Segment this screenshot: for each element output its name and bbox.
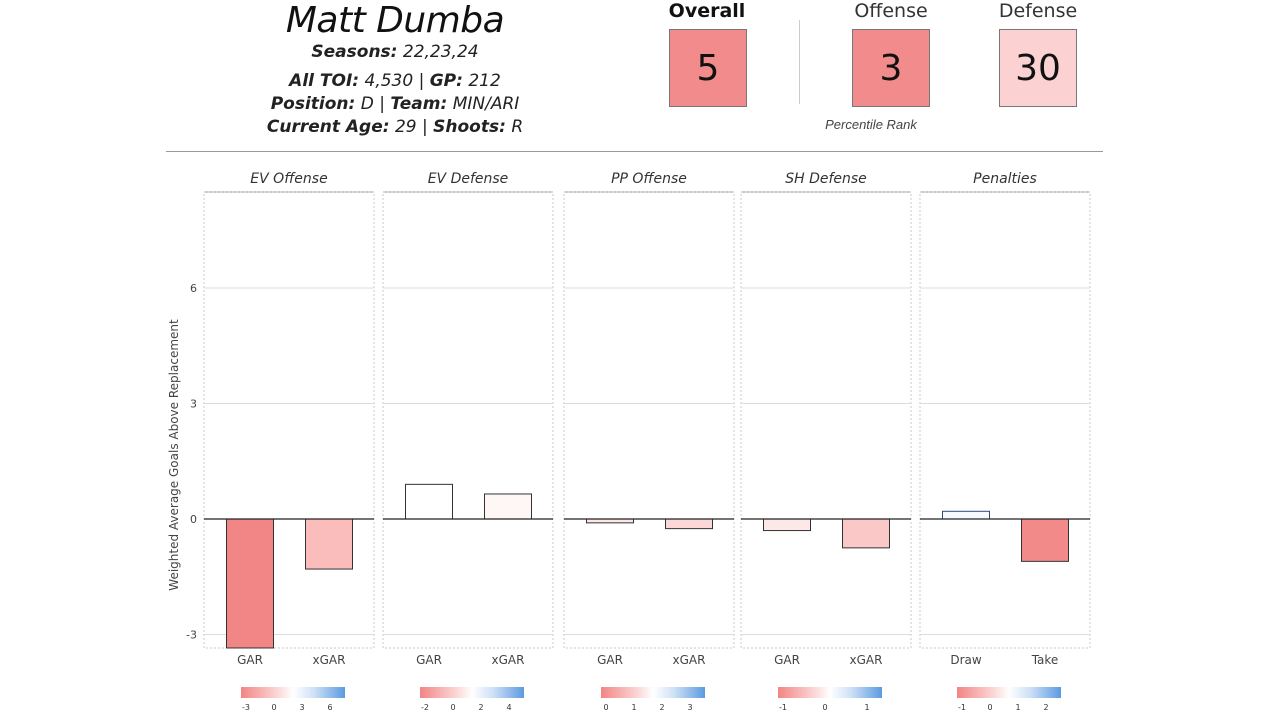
defense-rank-label: Defense [998, 0, 1078, 22]
x-tick-label: xGAR [850, 653, 883, 667]
panel-title: SH Defense [785, 171, 867, 187]
color-legend-tick: -2 [421, 703, 429, 712]
gp-value: 212 [468, 71, 501, 91]
panel-penalties: Penalties Draw Take -1 0 1 2 [919, 171, 1091, 712]
rank-divider [799, 20, 800, 104]
x-tick-label: GAR [237, 653, 263, 667]
color-legend-tick: 1 [1015, 703, 1020, 712]
panel-border [203, 191, 375, 649]
panel-sh-defense: SH Defense GAR xGAR -1 0 1 [740, 171, 912, 712]
x-tick-label: Draw [950, 653, 982, 667]
panel-title: EV Offense [250, 171, 327, 187]
bar-gar [763, 518, 811, 532]
color-legend-tick: 0 [987, 703, 992, 712]
x-tick-label: Take [1031, 653, 1059, 667]
offense-rank-label: Offense [854, 0, 928, 22]
percentile-rank-caption: Percentile Rank [825, 117, 917, 132]
y-axis-label: Weighted Average Goals Above Replacement [167, 319, 181, 591]
color-legend-tick: -1 [779, 703, 787, 712]
color-legend-tick: 0 [450, 703, 455, 712]
bar-xgar [665, 518, 713, 530]
panel-border [382, 191, 554, 649]
x-tick-label: xGAR [313, 653, 346, 667]
panel-border [919, 191, 1091, 649]
age-label: Current Age [266, 117, 383, 137]
team-label: Team [390, 94, 441, 114]
panel-border [563, 191, 735, 649]
color-legend-tick: 2 [659, 703, 664, 712]
player-name: Matt Dumba [285, 0, 505, 41]
x-tick-label: GAR [774, 653, 800, 667]
y-tick-label: 3 [190, 398, 197, 411]
panel-title: Penalties [973, 171, 1037, 187]
color-legend-tick: 6 [327, 703, 332, 712]
age-shoots-line: Current Age: 29 | Shoots: R [266, 117, 524, 137]
overall-rank-box: 5 [669, 29, 747, 107]
color-legend-bar [957, 687, 1061, 698]
panel-border [740, 191, 912, 649]
panel-ev-defense: EV Defense GAR xGAR -2 0 2 4 [382, 171, 554, 712]
y-tick-label: 6 [190, 282, 197, 295]
color-legend-tick: 2 [1043, 703, 1048, 712]
toi-gp-line: All TOI: 4,530 | GP: 212 [289, 71, 501, 91]
gp-label: GP [429, 71, 457, 91]
color-legend-tick: 0 [603, 703, 608, 712]
color-legend-bar [601, 687, 705, 698]
panel-pp-offense: PP Offense GAR xGAR 0 1 2 3 [563, 171, 735, 712]
x-tick-label: xGAR [673, 653, 706, 667]
color-legend-bar [241, 687, 345, 698]
y-tick-label: -3 [186, 629, 197, 642]
color-legend-tick: 4 [506, 703, 511, 712]
bar-gar [405, 483, 453, 520]
panel-ev-offense: EV Offense GAR xGAR -3 0 3 6 [203, 171, 375, 712]
team-value: MIN/ARI [452, 94, 520, 114]
color-legend-tick: -3 [242, 703, 250, 712]
panel-title: EV Defense [428, 171, 509, 187]
bar-draw [942, 510, 990, 520]
y-tick-label: 0 [190, 513, 197, 526]
panel-title: PP Offense [611, 171, 687, 187]
bar-xgar [305, 518, 353, 570]
position-label: Position [270, 94, 349, 114]
seasons-value: 22,23,24 [402, 42, 479, 62]
color-legend-tick: 0 [822, 703, 827, 712]
x-tick-label: GAR [416, 653, 442, 667]
bar-take [1021, 518, 1069, 562]
color-legend-tick: 3 [687, 703, 692, 712]
x-tick-label: GAR [597, 653, 623, 667]
bar-gar [226, 518, 274, 649]
color-legend-tick: 0 [271, 703, 276, 712]
color-legend-tick: -1 [958, 703, 966, 712]
seasons-label: Seasons [311, 42, 391, 62]
offense-rank-box: 3 [852, 29, 930, 107]
color-legend-bar [420, 687, 524, 698]
overall-rank-label: Overall [668, 0, 746, 22]
defense-rank-box: 30 [999, 29, 1077, 107]
age-value: 29 [394, 117, 417, 137]
bar-xgar [484, 493, 532, 520]
bar-xgar [842, 518, 890, 549]
color-legend-bar [778, 687, 882, 698]
seasons-line: Seasons: 22,23,24 [311, 42, 479, 62]
color-legend-tick: 3 [299, 703, 304, 712]
position-value: D [360, 94, 374, 114]
shoots-value: R [511, 117, 524, 137]
color-legend-tick: 1 [631, 703, 636, 712]
position-team-line: Position: D | Team: MIN/ARI [270, 94, 520, 114]
header-divider [166, 151, 1103, 152]
toi-label: All TOI [289, 71, 353, 91]
toi-value: 4,530 [364, 71, 414, 91]
color-legend-tick: 2 [478, 703, 483, 712]
shoots-label: Shoots [433, 117, 500, 137]
x-tick-label: xGAR [492, 653, 525, 667]
color-legend-tick: 1 [864, 703, 869, 712]
